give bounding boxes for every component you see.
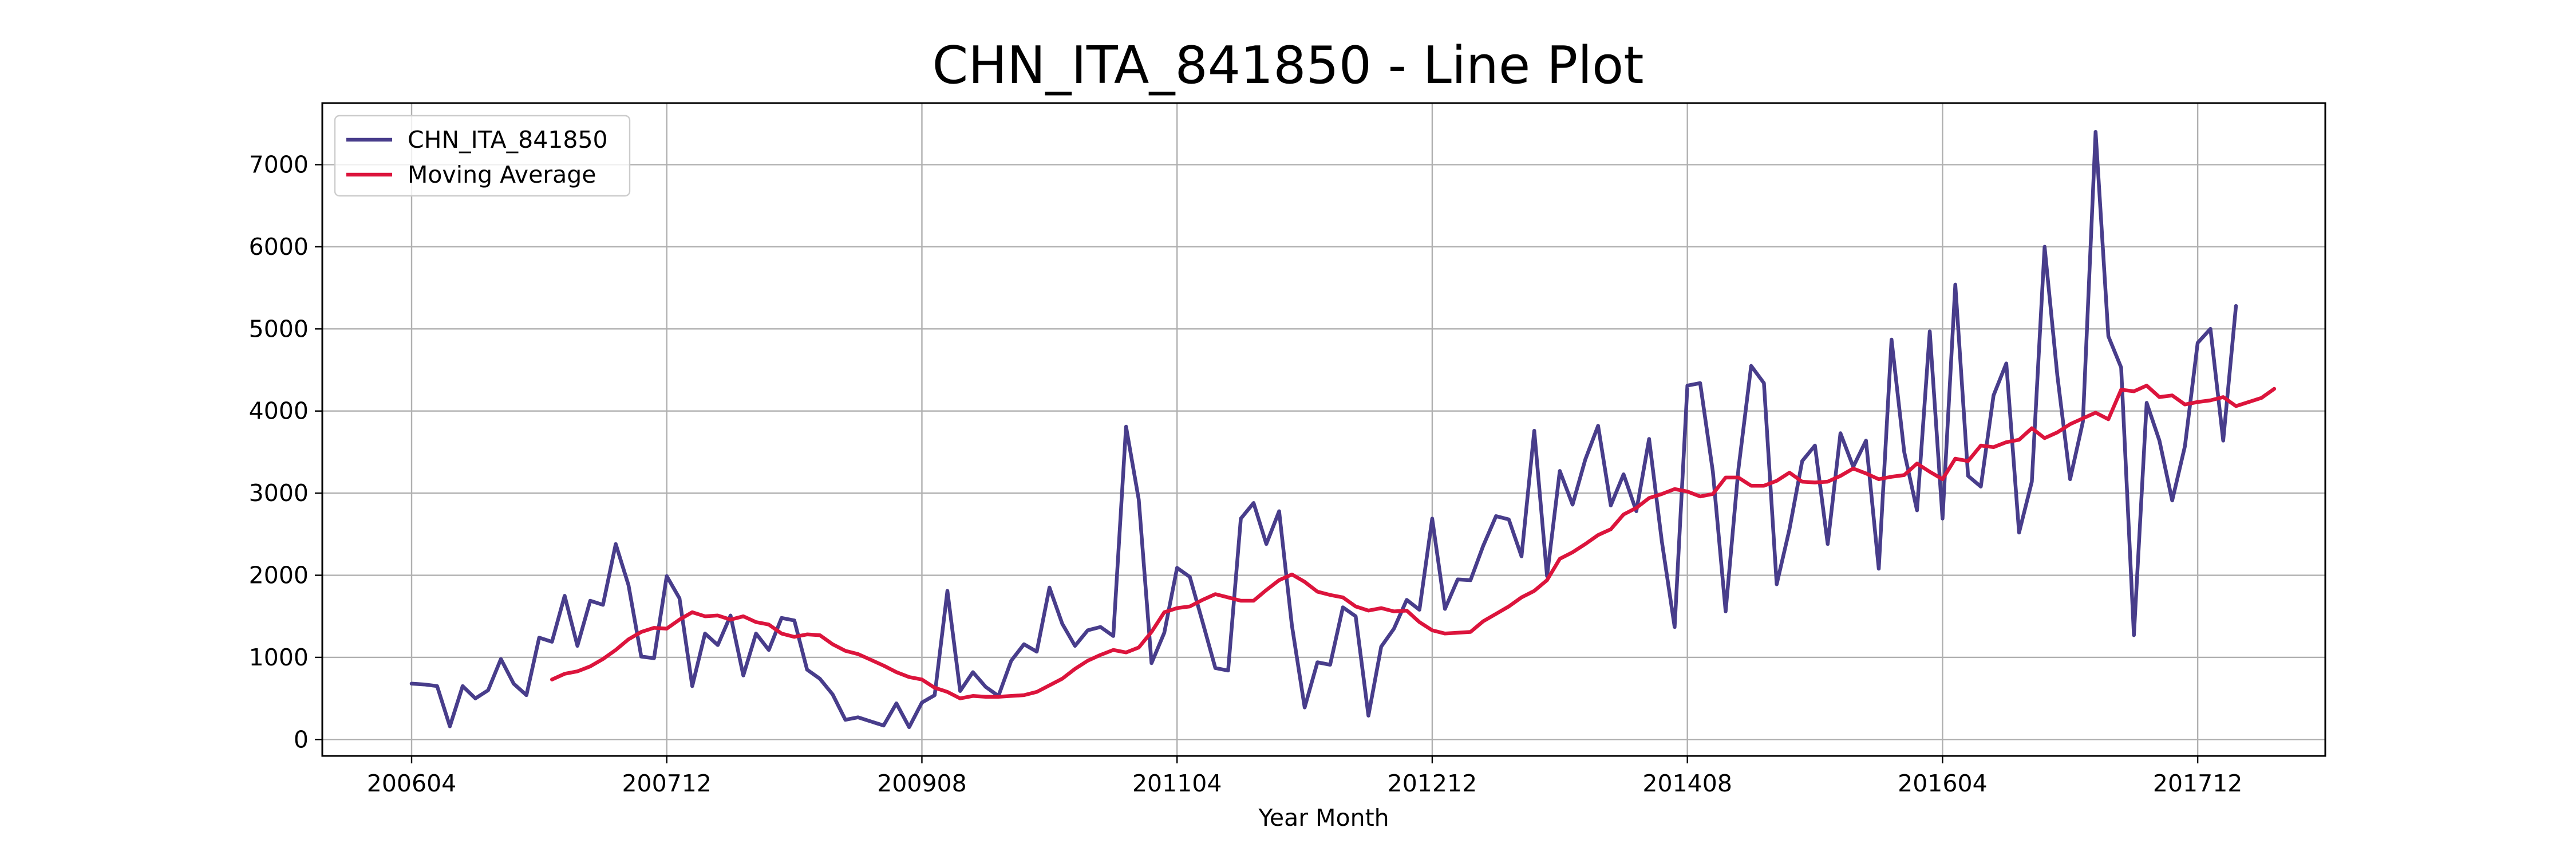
series-line-moving-average	[550, 384, 2277, 700]
series-layer	[409, 129, 2277, 730]
y-axis: 0 1000 2000 3000 4000 5000 6000 7000	[249, 151, 322, 753]
x-tick-label: 201104	[1132, 770, 1222, 797]
x-tick-label: 201712	[2153, 770, 2243, 797]
x-tick-label: 201604	[1898, 770, 1988, 797]
y-tick-label: 4000	[249, 397, 309, 425]
plot-frame	[321, 102, 2326, 757]
legend-entry: CHN_ITA_841850	[408, 126, 608, 153]
x-tick-label: 201408	[1642, 770, 1732, 797]
x-axis-label: Year Month	[1258, 804, 1389, 832]
legend-entry: Moving Average	[408, 161, 596, 188]
y-tick-label: 2000	[249, 562, 309, 589]
x-axis: 200604 200712 200908 201104 201212 201408 2016…	[367, 756, 2243, 797]
x-tick-label: 200712	[622, 770, 712, 797]
series-line-chn-ita-841850	[409, 129, 2238, 730]
y-tick-label: 3000	[249, 479, 309, 507]
grid	[322, 103, 2325, 756]
y-tick-label: 1000	[249, 644, 309, 671]
chart-title: CHN_ITA_841850 - Line Plot	[932, 36, 1644, 96]
legend-box	[334, 115, 631, 197]
x-tick-label: 200604	[367, 770, 457, 797]
x-tick-label: 200908	[877, 770, 967, 797]
y-tick-label: 5000	[249, 315, 309, 342]
y-tick-label: 0	[294, 726, 309, 753]
legend: CHN_ITA_841850 Moving Average	[334, 115, 631, 197]
y-tick-label: 6000	[249, 233, 309, 261]
x-tick-label: 201212	[1388, 770, 1477, 797]
y-tick-label: 7000	[249, 151, 309, 179]
